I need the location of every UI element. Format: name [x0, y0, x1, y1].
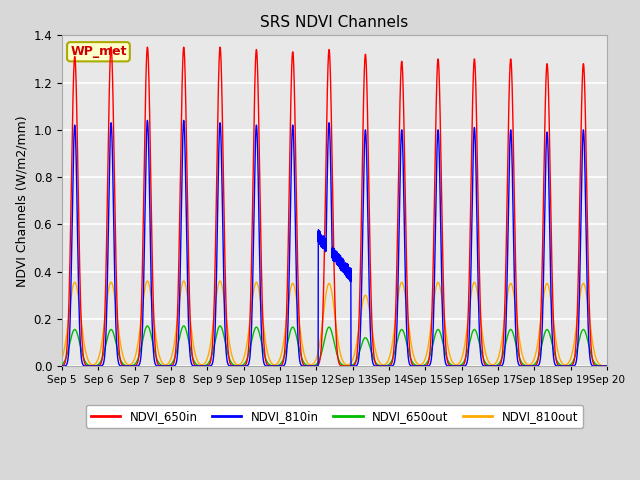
Y-axis label: NDVI Channels (W/m2/mm): NDVI Channels (W/m2/mm)	[15, 115, 28, 287]
Legend: NDVI_650in, NDVI_810in, NDVI_650out, NDVI_810out: NDVI_650in, NDVI_810in, NDVI_650out, NDV…	[86, 405, 583, 428]
Title: SRS NDVI Channels: SRS NDVI Channels	[260, 15, 408, 30]
Text: WP_met: WP_met	[70, 45, 127, 58]
